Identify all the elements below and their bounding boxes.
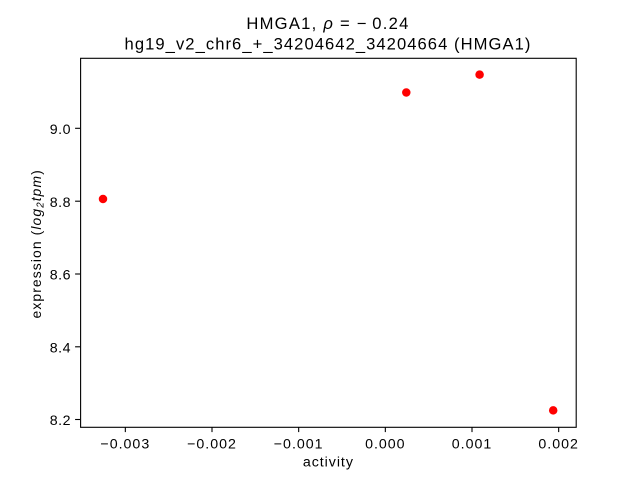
- svg-text:HMGA1, ρ = − 0.24: HMGA1, ρ = − 0.24: [246, 14, 409, 33]
- svg-text:0.001: 0.001: [452, 437, 493, 453]
- svg-text:0.000: 0.000: [365, 437, 406, 453]
- svg-text:9.0: 9.0: [50, 122, 71, 138]
- svg-text:8.6: 8.6: [50, 268, 71, 284]
- svg-text:8.8: 8.8: [50, 195, 71, 211]
- svg-text:activity: activity: [303, 455, 354, 471]
- svg-text:8.4: 8.4: [50, 341, 71, 357]
- svg-text:−0.003: −0.003: [100, 437, 150, 453]
- svg-text:−0.002: −0.002: [187, 437, 237, 453]
- svg-text:0.002: 0.002: [538, 437, 579, 453]
- svg-text:−0.001: −0.001: [274, 437, 324, 453]
- svg-text:expression (log2tpm): expression (log2tpm): [28, 169, 47, 318]
- svg-text:hg19_v2_chr6_+_34204642_342046: hg19_v2_chr6_+_34204642_34204664 (HMGA1): [125, 34, 532, 53]
- svg-text:8.2: 8.2: [50, 413, 71, 429]
